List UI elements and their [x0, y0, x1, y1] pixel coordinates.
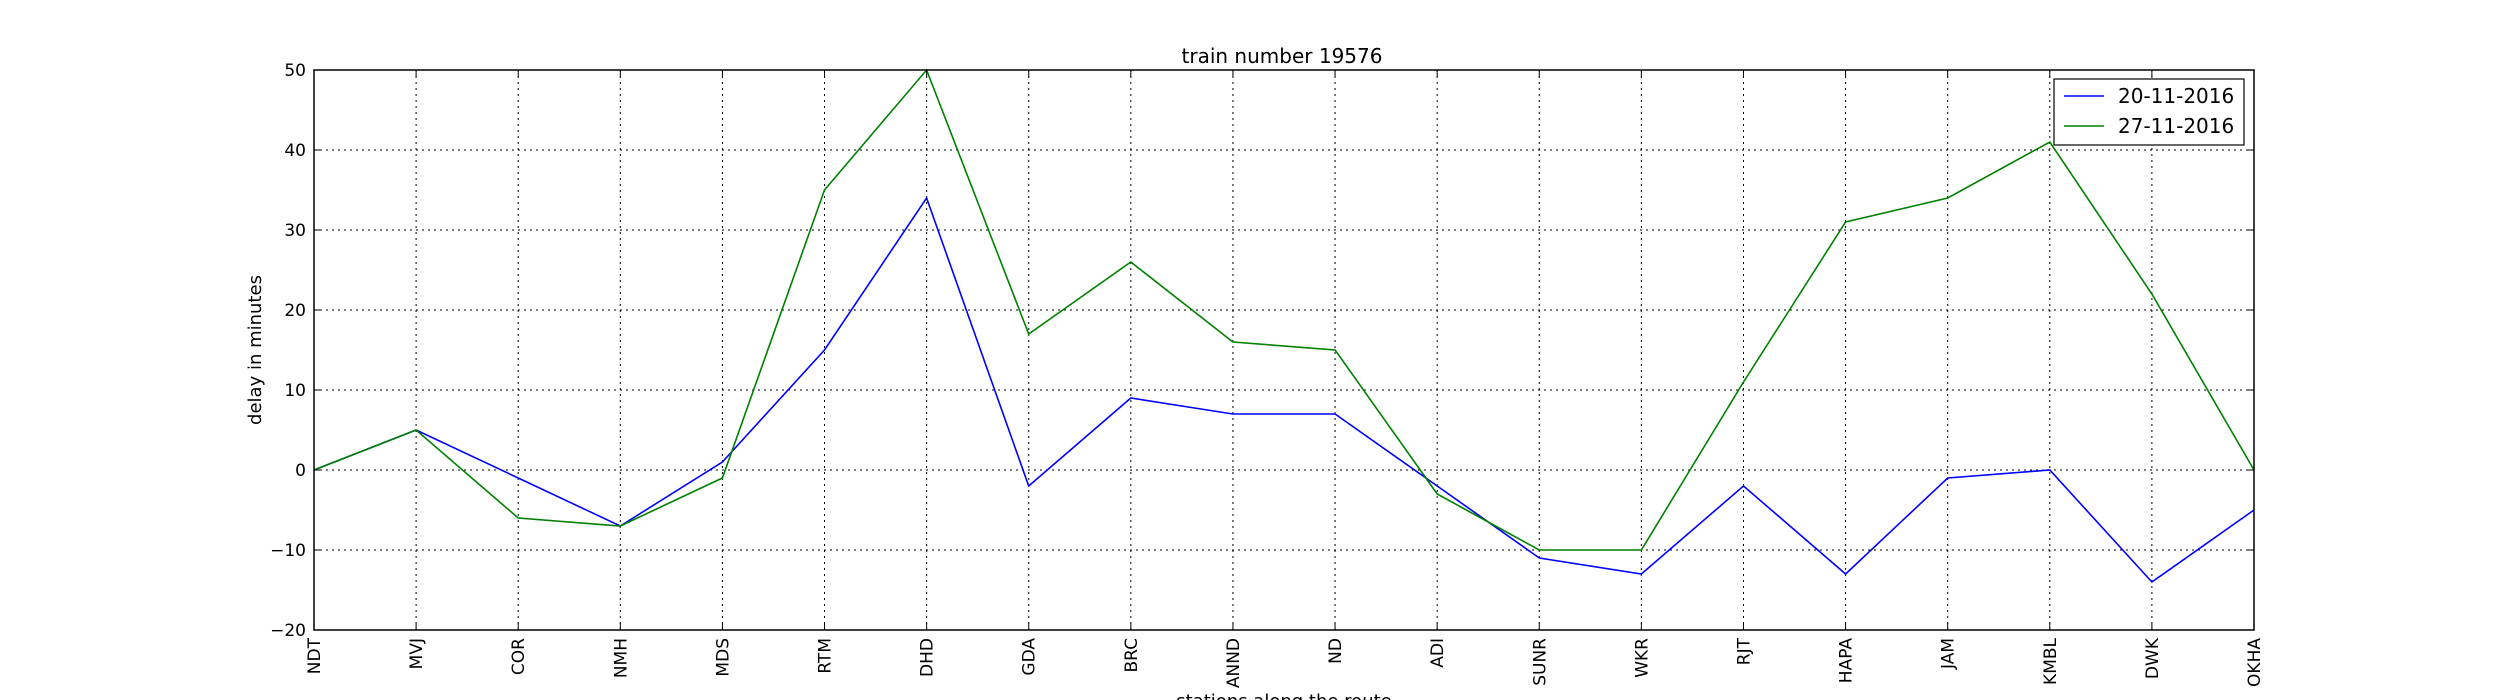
y-axis-label: delay in minutes — [245, 275, 266, 425]
x-tick-label: ADI — [1428, 638, 1448, 668]
x-tick-label: ANND — [1224, 638, 1244, 688]
x-tick-label: DWK — [2143, 637, 2163, 679]
y-axis: −20 −10 0 10 20 30 40 50 — [270, 61, 2254, 641]
y-tick-label: 10 — [284, 381, 306, 401]
x-tick-label: MVJ — [407, 638, 427, 669]
x-tick-label: DHD — [918, 638, 938, 677]
y-tick-label: 30 — [284, 221, 306, 241]
x-tick-label: JAM — [1939, 638, 1959, 670]
x-tick-label: NDT — [305, 637, 325, 674]
y-tick-label: 50 — [284, 61, 306, 81]
x-tick-label: HAPA — [1837, 638, 1857, 684]
x-tick-label: NMH — [611, 638, 631, 678]
y-tick-label: 40 — [284, 141, 306, 161]
x-tick-label: MDS — [713, 638, 733, 677]
x-tick-label: WKR — [1632, 638, 1652, 678]
x-tick-label: RJT — [1734, 637, 1754, 665]
legend-box — [2053, 78, 2245, 146]
x-axis: NDT MVJ COR NMH MDS RTM DHD GDA BRC ANND ND ADI SUNR… — [305, 70, 2265, 688]
y-tick-label: 0 — [295, 461, 306, 481]
y-tick-label: −20 — [270, 621, 306, 641]
chart-title: train number 19576 — [1182, 44, 1383, 68]
series-line — [313, 196, 2255, 584]
x-tick-label: RTM — [816, 638, 836, 674]
x-tick-label: COR — [509, 638, 529, 675]
x-tick-label: OKHA — [2245, 638, 2265, 687]
x-tick-label: BRC — [1122, 638, 1142, 673]
legend: 20-11-2016 27-11-2016 — [2053, 78, 2245, 146]
y-tick-label: 20 — [284, 301, 306, 321]
x-tick-label: KMBL — [2041, 637, 2061, 684]
plot-frame — [313, 69, 2255, 631]
grid — [313, 69, 2255, 631]
x-tick-label: ND — [1326, 638, 1346, 664]
x-axis-label: stations along the route — [1176, 691, 1391, 700]
x-tick-label: GDA — [1020, 638, 1040, 676]
series-line — [313, 68, 2255, 551]
x-tick-label: SUNR — [1530, 638, 1550, 686]
legend-label: 20-11-2016 — [2118, 84, 2234, 108]
series-lines — [313, 68, 2255, 584]
legend-label: 27-11-2016 — [2118, 114, 2234, 138]
y-tick-label: −10 — [270, 541, 306, 561]
